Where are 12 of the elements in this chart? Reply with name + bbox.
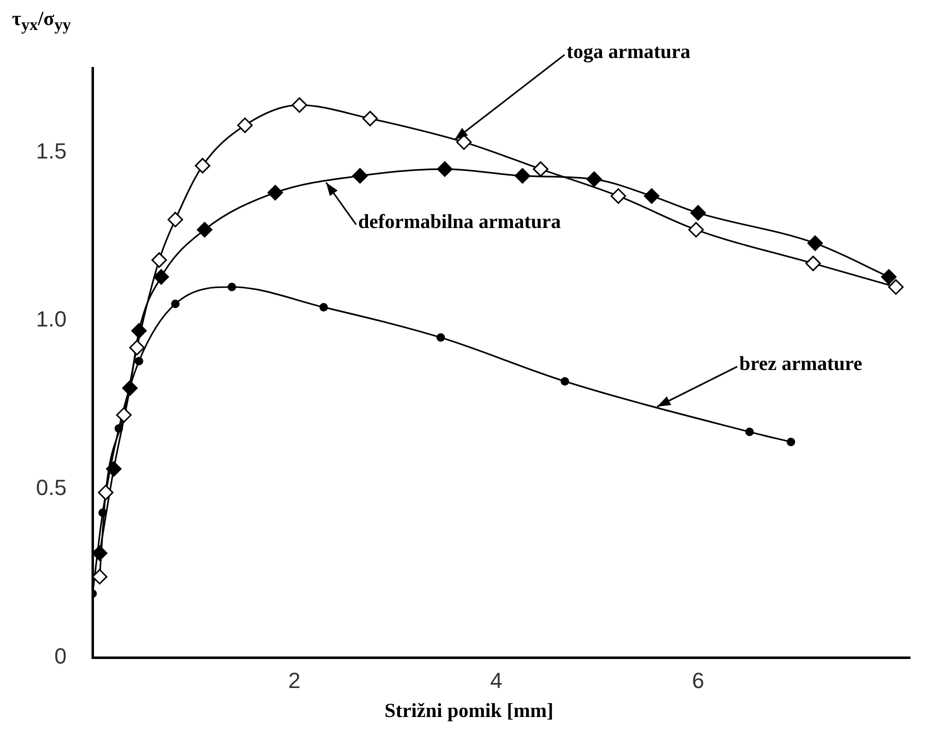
y-axis-title: τ$_{yx}$/σ$_{yy}$ xyxy=(12,8,71,35)
x-tick-label: 2 xyxy=(288,668,301,693)
series-label: deformabilna armatura xyxy=(358,210,561,234)
y-tick-label: 1.0 xyxy=(36,306,67,332)
x-tick-label: 6 xyxy=(692,668,704,693)
x-tick-label: 4 xyxy=(490,668,502,693)
y-tick-label: 0.5 xyxy=(36,475,67,500)
x-axis-title: Strižni pomik [mm] xyxy=(384,700,554,723)
text: toga armatura xyxy=(566,40,690,64)
y-tick-label: 1.5 xyxy=(36,138,67,164)
y-tick-label: 0 xyxy=(54,644,67,669)
text: brez armature xyxy=(739,352,862,376)
